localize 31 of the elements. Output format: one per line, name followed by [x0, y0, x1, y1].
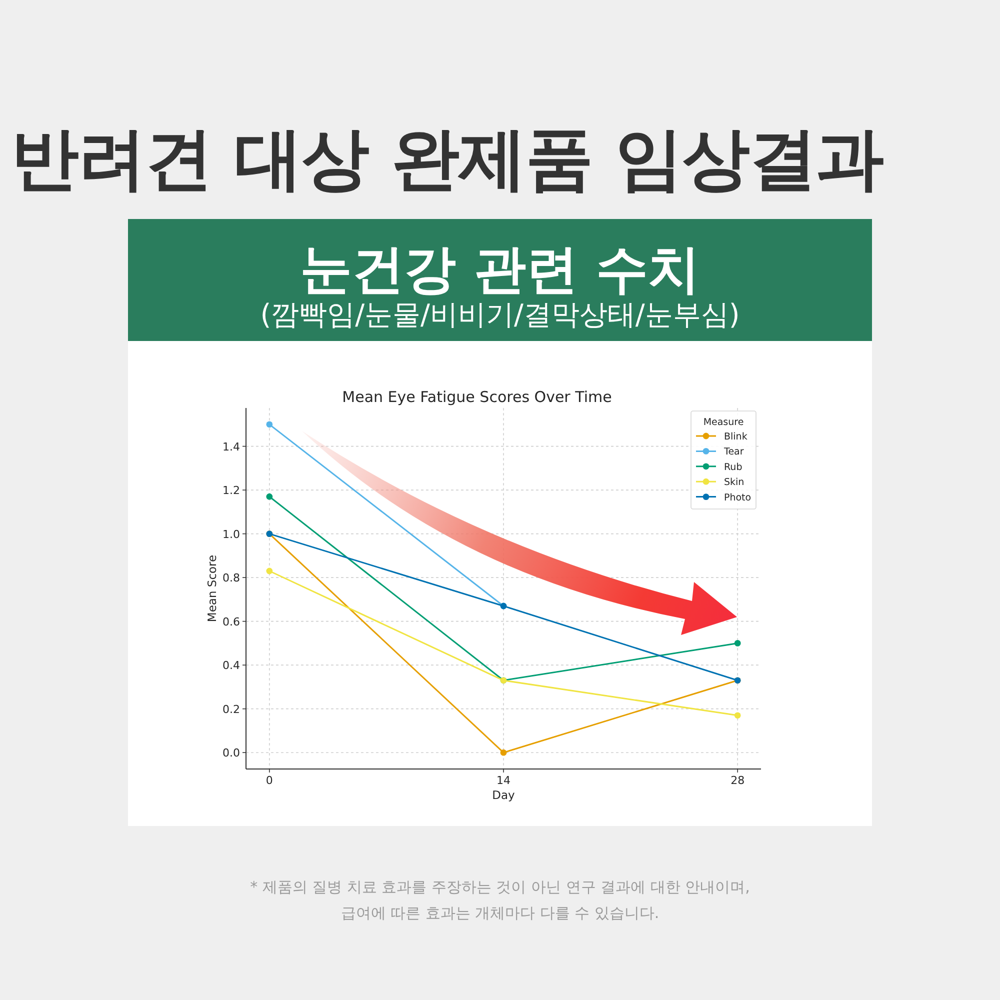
chart-title: Mean Eye Fatigue Scores Over Time	[342, 388, 612, 406]
y-tick-label: 1.2	[222, 484, 240, 498]
y-tick-label: 0.6	[222, 615, 240, 628]
y-tick-label: 0.8	[222, 572, 240, 585]
text: 급여에 따른 효과는 개체마다 다를 수 있습니다.	[340, 904, 660, 922]
legend-label: Skin	[724, 477, 744, 488]
point	[734, 712, 741, 719]
x-tick-label: 14	[496, 774, 510, 787]
y-tick-label: 0.2	[222, 702, 240, 716]
y-tick-label: 0.0	[222, 746, 240, 760]
y-tick-label: 0.4	[222, 659, 240, 672]
text: * 제품의 질병 치료 효과를 주장하는 것이 아닌 연구 결과에 대한 안내이며,	[250, 878, 750, 896]
legend-label: Rub	[724, 462, 742, 473]
point	[266, 421, 273, 428]
x-tick-label: 0	[266, 774, 273, 787]
text: 반려견 대상 완제품 임상결과	[10, 120, 884, 199]
point	[266, 568, 273, 574]
text: (깜빡임/눈물/비비기/결막상태/눈부심)	[260, 298, 740, 331]
y-axis-title: Mean Score	[205, 554, 219, 622]
legend-label: Tear	[723, 446, 744, 458]
legend-label: Blink	[724, 432, 748, 442]
y-tick-label: 1.0	[222, 528, 240, 541]
x-axis-title: Day	[492, 788, 516, 802]
legend-label: Photo	[724, 492, 752, 504]
point	[266, 493, 273, 500]
point	[734, 640, 741, 646]
y-tick-label: 1.4	[222, 440, 240, 454]
text: 눈건강 관련 수치	[300, 240, 700, 300]
legend-title: Measure	[703, 417, 744, 428]
x-tick-label: 28	[730, 774, 745, 787]
point	[500, 749, 507, 756]
